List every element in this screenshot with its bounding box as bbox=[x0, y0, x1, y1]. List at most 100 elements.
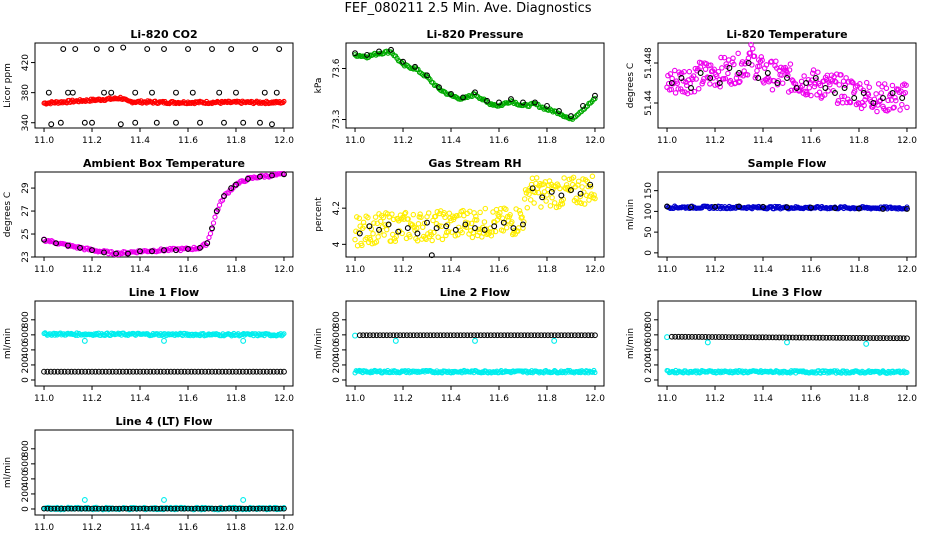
data-point bbox=[434, 332, 440, 339]
data-point bbox=[427, 332, 434, 339]
data-point bbox=[243, 505, 250, 512]
data-point bbox=[581, 332, 588, 339]
data-point bbox=[664, 334, 670, 341]
plot-frame bbox=[657, 300, 917, 387]
data-point bbox=[860, 335, 867, 341]
data-point bbox=[239, 505, 246, 512]
data-point bbox=[281, 505, 287, 512]
data-point bbox=[592, 195, 598, 202]
data-point bbox=[219, 505, 226, 512]
data-point bbox=[45, 89, 52, 96]
data-point bbox=[900, 335, 907, 342]
data-point bbox=[698, 60, 705, 66]
data-point bbox=[804, 91, 811, 98]
data-point bbox=[551, 332, 558, 339]
data-point bbox=[692, 333, 699, 340]
data-point bbox=[178, 505, 185, 512]
data-point bbox=[174, 505, 181, 512]
data-point bbox=[352, 332, 358, 339]
data-point bbox=[257, 119, 263, 126]
data-point bbox=[137, 505, 143, 512]
data-point bbox=[788, 87, 795, 94]
data-point bbox=[276, 46, 283, 52]
plot-frame bbox=[345, 171, 605, 258]
data-point bbox=[881, 81, 888, 87]
data-point bbox=[857, 335, 863, 341]
data-point bbox=[883, 85, 890, 92]
data-point bbox=[725, 369, 731, 375]
data-point bbox=[261, 89, 268, 96]
data-point bbox=[735, 50, 741, 57]
x-tick-label: 11.4 bbox=[130, 523, 150, 533]
data-point bbox=[428, 252, 435, 259]
chart-panel: Sample Flow ml/min 11.0 11.2 11.4 11.6 11.8 12.… bbox=[626, 157, 917, 275]
data-point bbox=[693, 76, 699, 82]
data-point bbox=[821, 92, 828, 98]
plot-frame bbox=[34, 300, 294, 387]
data-point bbox=[715, 68, 722, 75]
data-point bbox=[863, 335, 870, 341]
x-tick-label: 12.0 bbox=[274, 136, 294, 146]
x-tick-label: 11.2 bbox=[705, 394, 725, 404]
data-point bbox=[445, 228, 452, 235]
y-tick-label: 27 bbox=[21, 205, 31, 216]
data-point bbox=[583, 192, 590, 199]
data-point bbox=[222, 368, 229, 375]
y-tick-label: 25 bbox=[21, 228, 31, 239]
data-point bbox=[889, 90, 896, 96]
data-point bbox=[407, 234, 413, 240]
data-point bbox=[803, 334, 810, 341]
data-point bbox=[85, 505, 92, 512]
x-tick-label: 12.0 bbox=[274, 265, 294, 275]
data-point bbox=[400, 58, 406, 65]
x-tick-label: 11.8 bbox=[226, 265, 246, 275]
data-point bbox=[260, 368, 267, 375]
data-point bbox=[880, 205, 886, 212]
x-tick-label: 11.2 bbox=[705, 136, 725, 146]
data-point bbox=[736, 70, 742, 76]
data-point bbox=[221, 119, 227, 126]
data-point bbox=[460, 207, 466, 214]
data-point bbox=[51, 505, 58, 512]
data-point bbox=[356, 215, 363, 222]
data-point bbox=[61, 505, 68, 512]
data-point bbox=[846, 334, 853, 341]
data-point bbox=[568, 187, 574, 194]
x-tick-label: 11.4 bbox=[130, 265, 150, 275]
data-point bbox=[370, 230, 376, 237]
data-point bbox=[577, 190, 584, 197]
data-point bbox=[423, 236, 429, 242]
y-tick-label: 420 bbox=[21, 54, 31, 71]
data-point bbox=[717, 83, 723, 90]
data-point bbox=[751, 53, 758, 59]
data-point bbox=[897, 335, 904, 342]
data-point bbox=[212, 214, 218, 220]
data-point bbox=[44, 505, 51, 512]
data-point bbox=[563, 182, 570, 188]
x-tick-label: 11.8 bbox=[226, 523, 246, 533]
data-point bbox=[759, 334, 766, 341]
x-tick-label: 11.4 bbox=[130, 136, 150, 146]
data-point bbox=[205, 505, 212, 512]
plot-frame bbox=[34, 429, 294, 516]
x-tick-label: 12.0 bbox=[897, 394, 917, 404]
data-point bbox=[253, 368, 260, 375]
data-point bbox=[454, 212, 460, 219]
data-series bbox=[352, 46, 598, 120]
data-point bbox=[280, 332, 286, 338]
data-point bbox=[143, 368, 150, 375]
data-point bbox=[388, 46, 394, 53]
data-point bbox=[257, 368, 263, 375]
data-point bbox=[532, 99, 538, 106]
data-point bbox=[410, 332, 417, 339]
data-point bbox=[189, 89, 196, 96]
data-point bbox=[880, 335, 887, 341]
data-point bbox=[556, 108, 562, 114]
data-point bbox=[773, 58, 779, 65]
data-point bbox=[707, 62, 714, 68]
data-point bbox=[737, 71, 744, 78]
data-point bbox=[727, 77, 734, 84]
data-point bbox=[222, 505, 229, 512]
data-point bbox=[689, 76, 696, 83]
